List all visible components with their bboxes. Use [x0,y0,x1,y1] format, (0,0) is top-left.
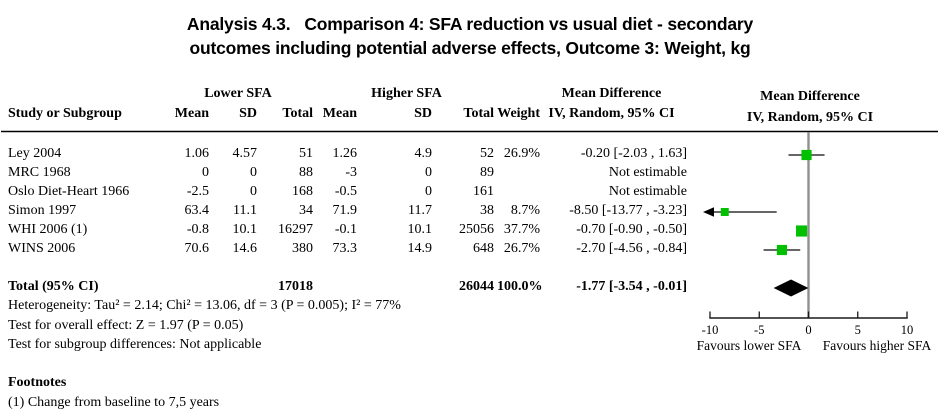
total-weight: 100.0% [497,279,543,294]
total-label: Total (95% CI) [8,279,99,294]
study-rows: Ley 2004 1.06 4.57 51 1.26 4.9 52 26.9% … [0,144,690,258]
subgroup-differences-text: Test for subgroup differences: Not appli… [8,337,262,352]
favours-left-label: Favours lower SFA [697,338,802,353]
total-n-higher: 26044 [459,279,494,294]
study-row: WINS 2006 70.6 14.6 380 73.3 14.9 648 26… [8,241,687,256]
study-row: Ley 2004 1.06 4.57 51 1.26 4.9 52 26.9% … [8,146,687,161]
favours-right-label: Favours higher SFA [823,338,932,353]
axis-tick-label: -10 [702,323,719,337]
heterogeneity-text: Heterogeneity: Tau² = 2.14; Chi² = 13.06… [8,298,401,313]
summary-diamond [773,279,809,297]
study-row: MRC 1968 0 0 88 -3 0 89 Not estimable [8,165,687,180]
total-row: Total (95% CI) 17018 26044 100.0% -1.77 … [0,277,690,296]
analysis-title-line-2: outcomes including potential adverse eff… [189,38,751,58]
col-header-sd-lower: SD [239,106,257,121]
ci-arrow-left-icon [703,207,714,217]
effect-square [801,149,812,161]
axis-tick-label: 0 [805,323,811,337]
effect-square [796,225,808,237]
col-header-sd-higher: SD [414,106,432,121]
study-row: Oslo Diet-Heart 1966 -2.5 0 168 -0.5 0 1… [8,184,687,199]
study-row: Simon 1997 63.4 11.1 34 71.9 11.7 38 8.7… [8,203,687,218]
total-ci: -1.77 [-3.54 , -0.01] [576,279,687,294]
col-header-mean-higher: Mean [322,106,357,121]
plot-header-line-1: Mean Difference [760,89,860,104]
footnotes-heading: Footnotes [8,375,67,390]
overall-effect-text: Test for overall effect: Z = 1.97 (P = 0… [8,318,244,333]
col-header-mean-lower: Mean [174,106,209,121]
col-header-total-higher: Total [463,106,494,121]
footnote-1: (1) Change from baseline to 7,5 years [8,395,220,410]
col-header-weight: Weight [497,106,540,121]
analysis-title-line-1: Analysis 4.3. Comparison 4: SFA reductio… [186,14,754,34]
plot-header-line-2: IV, Random, 95% CI [746,110,874,125]
total-n-lower: 17018 [278,279,313,294]
effect-square [720,208,729,216]
column-header-row: Study or Subgroup Mean SD Total Mean SD … [0,106,690,122]
col-header-total-lower: Total [282,106,313,121]
axis-tick-label: -5 [754,323,764,337]
group-header-higher-sfa: Higher SFA [371,86,442,101]
group-header-lower-sfa: Lower SFA [204,86,272,101]
effect-square [776,244,787,256]
axis-tick-label: 10 [901,323,914,337]
group-header-mean-difference: Mean Difference [561,86,662,101]
study-row: WHI 2006 (1) -0.8 10.1 16297 -0.1 10.1 2… [8,222,687,237]
plot-header: Mean Difference IV, Random, 95% CI [690,86,930,128]
col-header-study: Study or Subgroup [8,106,122,121]
axis-tick-label: 5 [855,323,861,337]
analysis-title: Analysis 4.3. Comparison 4: SFA reductio… [0,12,940,60]
col-header-ci: IV, Random, 95% CI [548,106,675,121]
